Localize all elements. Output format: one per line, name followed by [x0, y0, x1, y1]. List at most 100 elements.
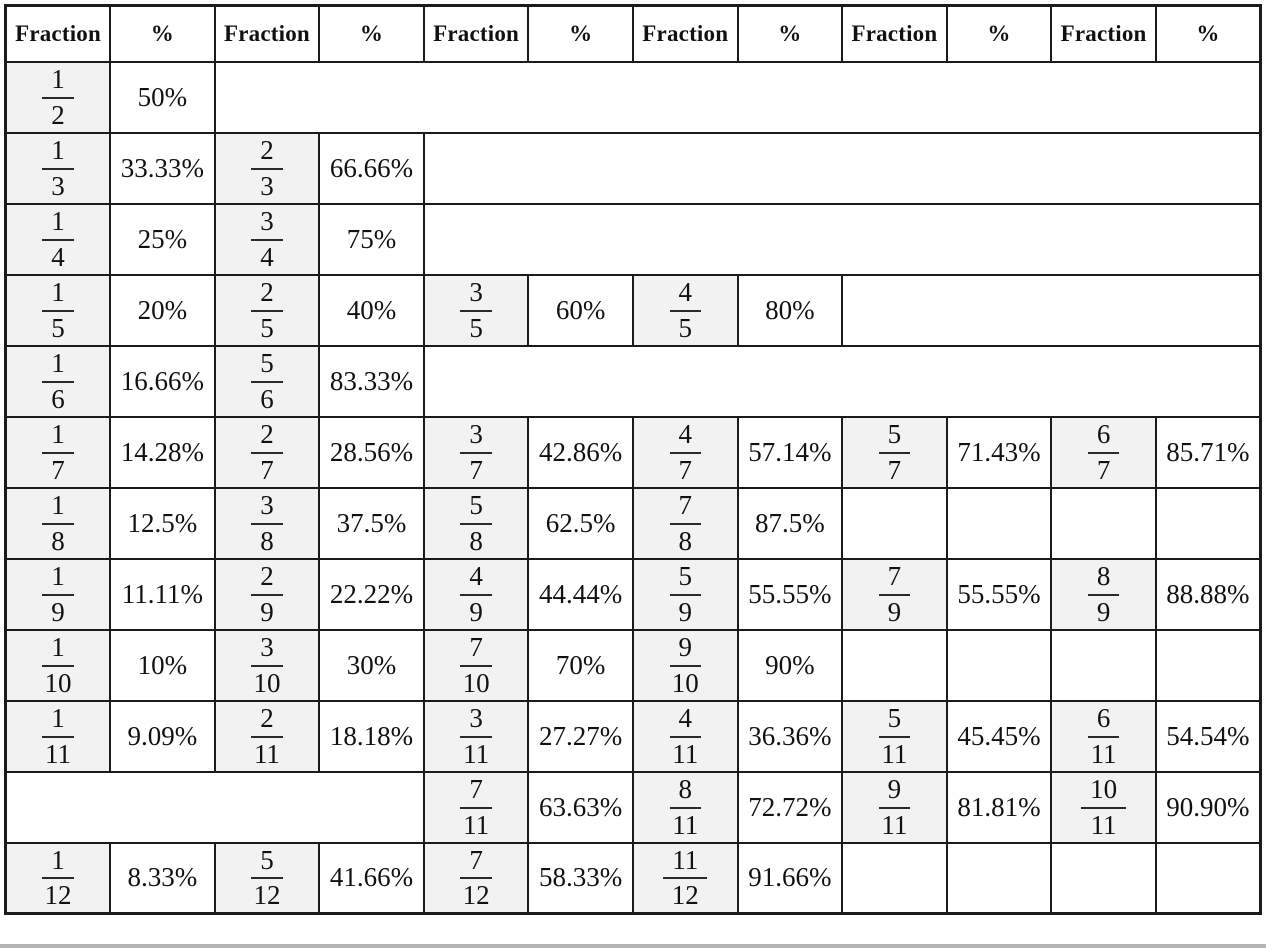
fraction-cell-4-11: 4 11	[631, 699, 739, 773]
empty-cell	[1154, 486, 1262, 560]
fraction-numerator: 1	[42, 490, 74, 525]
percent-cell: 75%	[318, 202, 425, 276]
fraction-numerator: 9	[669, 632, 701, 667]
header-percent: %	[945, 4, 1053, 63]
fraction-denominator: 11	[45, 738, 72, 769]
table-row: 1 4 25% 3 4 75%	[4, 202, 1262, 276]
fraction-numerator: 3	[251, 490, 283, 525]
percent-cell: 42.86%	[527, 415, 634, 489]
fraction: 1 12	[42, 845, 74, 910]
fraction-denominator: 10	[462, 667, 490, 698]
percent-cell: 55.55%	[736, 557, 844, 631]
fraction-denominator: 11	[463, 738, 490, 769]
fraction-numerator: 7	[460, 632, 492, 667]
percent-cell: 33.33%	[109, 131, 216, 205]
percent-cell: 54.54%	[1154, 699, 1262, 773]
percent-cell: 40%	[318, 273, 425, 347]
table-row: 1 2 50%	[4, 60, 1262, 134]
empty-cell	[945, 841, 1053, 915]
table-row: 1 5 20% 2 5 40% 3 5 60% 4 5 80%	[4, 273, 1262, 347]
page: Fraction% Fraction% Fraction% Fraction% Frac…	[0, 4, 1266, 948]
percent-cell: 28.56%	[318, 415, 425, 489]
fraction-numerator: 1	[42, 632, 74, 667]
fraction-cell-7-10: 7 10	[422, 628, 530, 702]
percent-cell: 16.66%	[109, 344, 216, 418]
percent-cell: 83.33%	[318, 344, 425, 418]
empty-cell	[213, 60, 1262, 134]
empty-cell	[1050, 628, 1157, 702]
fraction-denominator: 2	[51, 99, 65, 130]
table-row: 1 3 33.33% 2 3 66.66%	[4, 131, 1262, 205]
empty-cell	[945, 628, 1053, 702]
percent-cell: 81.81%	[945, 770, 1053, 844]
fraction-denominator: 11	[463, 809, 490, 840]
percent-cell: 22.22%	[318, 557, 425, 631]
fraction-numerator: 1	[42, 845, 74, 880]
fraction-numerator: 1	[42, 135, 74, 170]
empty-cell	[422, 344, 1262, 418]
fraction-cell-2-11: 2 11	[213, 699, 321, 773]
fraction-numerator: 3	[460, 703, 492, 738]
table-row: 1 11 9.09% 2 11 18.18% 3 11 27.27% 4 11 36.36% 5 11 45…	[4, 699, 1262, 773]
fraction-denominator: 9	[678, 596, 693, 627]
header-percent: %	[109, 4, 216, 63]
fraction-numerator: 2	[251, 703, 283, 738]
fraction-cell-1-10: 1 10	[4, 628, 112, 702]
fraction-numerator: 1	[42, 64, 74, 99]
header-percent: %	[1154, 4, 1262, 63]
fraction-denominator: 10	[671, 667, 699, 698]
fraction-denominator: 4	[51, 241, 65, 272]
fraction-cell-8-11: 8 11	[631, 770, 739, 844]
fraction-cell-10-11: 10 11	[1050, 770, 1157, 844]
fraction: 1 10	[42, 632, 74, 698]
fraction-numerator: 7	[669, 490, 701, 525]
fraction-numerator: 2	[251, 561, 283, 596]
fraction-denominator: 12	[462, 880, 490, 911]
fraction-denominator: 8	[260, 525, 274, 556]
fraction-numerator: 7	[460, 845, 492, 880]
fraction-numerator: 8	[669, 774, 701, 809]
fraction-denominator: 11	[672, 809, 699, 840]
fraction-denominator: 7	[51, 454, 65, 485]
fraction-numerator: 5	[669, 561, 701, 596]
fraction: 7 11	[460, 774, 492, 840]
percent-cell: 90%	[736, 628, 844, 702]
percent-cell: 91.66%	[736, 841, 844, 915]
percent-cell: 70%	[527, 628, 634, 702]
header-fraction: Fraction	[1050, 4, 1157, 63]
fraction-denominator: 10	[44, 667, 72, 698]
fraction-numerator: 4	[669, 703, 701, 738]
fraction-denominator: 5	[678, 312, 693, 343]
header-row: Fraction% Fraction% Fraction% Fraction% Frac…	[4, 4, 1262, 63]
fraction: 9 11	[878, 774, 911, 840]
percent-cell: 25%	[109, 202, 216, 276]
fraction-numerator: 2	[251, 277, 283, 312]
fraction-numerator: 7	[878, 561, 911, 596]
percent-cell: 30%	[318, 628, 425, 702]
percent-cell: 72.72%	[736, 770, 844, 844]
